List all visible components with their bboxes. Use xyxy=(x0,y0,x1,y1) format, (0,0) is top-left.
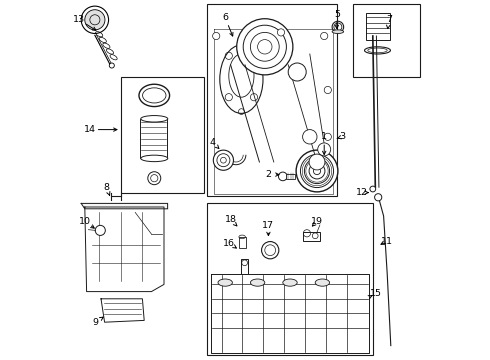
Text: 8: 8 xyxy=(103,183,109,192)
Ellipse shape xyxy=(141,155,168,162)
Ellipse shape xyxy=(229,54,254,97)
Bar xyxy=(242,259,248,274)
Ellipse shape xyxy=(365,47,391,54)
Bar xyxy=(207,203,373,355)
Circle shape xyxy=(303,130,317,144)
Circle shape xyxy=(213,32,220,40)
Ellipse shape xyxy=(220,45,263,113)
Text: 2: 2 xyxy=(266,170,271,179)
Ellipse shape xyxy=(283,279,297,286)
Text: 16: 16 xyxy=(223,239,235,248)
Text: 9: 9 xyxy=(93,318,98,327)
Bar xyxy=(353,4,419,77)
Text: 17: 17 xyxy=(263,220,274,230)
Circle shape xyxy=(81,6,109,33)
Text: 3: 3 xyxy=(339,132,345,141)
Circle shape xyxy=(370,186,376,192)
Text: 4: 4 xyxy=(210,138,216,147)
Bar xyxy=(303,232,320,241)
Polygon shape xyxy=(101,299,144,322)
Text: 10: 10 xyxy=(79,217,91,226)
Text: 12: 12 xyxy=(356,188,368,197)
Text: 7: 7 xyxy=(386,15,392,24)
Polygon shape xyxy=(85,207,164,292)
Circle shape xyxy=(277,29,285,36)
Bar xyxy=(239,237,245,248)
Circle shape xyxy=(374,194,382,201)
Ellipse shape xyxy=(315,279,330,286)
Text: 5: 5 xyxy=(334,10,340,19)
Text: 14: 14 xyxy=(84,125,96,134)
Circle shape xyxy=(288,63,306,81)
Circle shape xyxy=(324,133,331,140)
Ellipse shape xyxy=(332,30,343,33)
Text: 13: 13 xyxy=(74,15,85,24)
Bar xyxy=(207,4,337,196)
Circle shape xyxy=(109,63,114,68)
Text: 19: 19 xyxy=(311,217,323,226)
Circle shape xyxy=(318,143,331,156)
Circle shape xyxy=(309,154,325,170)
Circle shape xyxy=(296,150,338,192)
Text: 18: 18 xyxy=(224,215,237,224)
Circle shape xyxy=(213,150,233,170)
Text: 1: 1 xyxy=(321,132,327,141)
Ellipse shape xyxy=(250,279,265,286)
Bar xyxy=(140,119,167,158)
Text: 6: 6 xyxy=(222,13,228,22)
Circle shape xyxy=(85,10,105,30)
Bar xyxy=(286,174,295,179)
Circle shape xyxy=(237,19,293,75)
Bar xyxy=(366,13,390,40)
Circle shape xyxy=(324,86,331,94)
Circle shape xyxy=(320,32,328,40)
Circle shape xyxy=(262,242,279,259)
Circle shape xyxy=(95,225,105,235)
Polygon shape xyxy=(81,203,168,209)
Bar xyxy=(121,77,204,193)
Ellipse shape xyxy=(141,116,168,122)
Text: 11: 11 xyxy=(381,237,393,246)
Ellipse shape xyxy=(218,279,232,286)
Circle shape xyxy=(278,172,287,181)
Polygon shape xyxy=(211,274,369,353)
Text: 15: 15 xyxy=(370,289,382,298)
